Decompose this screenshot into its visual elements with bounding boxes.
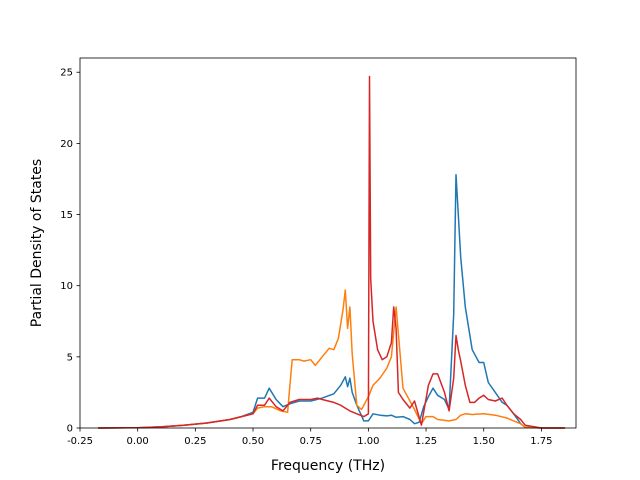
x-tick-label: 1.75 xyxy=(530,436,552,447)
x-tick-label: 1.50 xyxy=(473,436,495,447)
y-tick-label: 15 xyxy=(60,210,73,221)
x-tick-label: 0.75 xyxy=(300,436,322,447)
x-axis-label: Frequency (THz) xyxy=(271,458,385,474)
y-tick-label: 5 xyxy=(67,352,73,363)
x-tick-label: -0.25 xyxy=(67,436,93,447)
plot-frame xyxy=(79,57,577,429)
y-tick-label: 0 xyxy=(67,424,73,435)
y-axis-ticks: 0 5 10 15 20 25 xyxy=(60,68,80,435)
x-tick-label: 0.00 xyxy=(127,436,149,447)
x-tick-label: 1.25 xyxy=(415,436,437,447)
series-line-1 xyxy=(97,173,566,429)
series-line-3 xyxy=(97,75,566,429)
series-line-2 xyxy=(97,289,566,429)
x-axis-ticks: -0.25 0.00 0.25 0.50 0.75 1.00 1.25 1.50 1.75 xyxy=(67,428,553,447)
x-tick-label: 0.50 xyxy=(242,436,264,447)
y-tick-label: 25 xyxy=(60,68,73,79)
x-tick-label: 1.00 xyxy=(357,436,379,447)
y-tick-label: 20 xyxy=(60,139,73,150)
series-layer xyxy=(97,75,566,429)
y-axis-label: Partial Density of States xyxy=(29,159,45,327)
y-tick-label: 10 xyxy=(60,281,73,292)
x-tick-label: 0.25 xyxy=(184,436,206,447)
